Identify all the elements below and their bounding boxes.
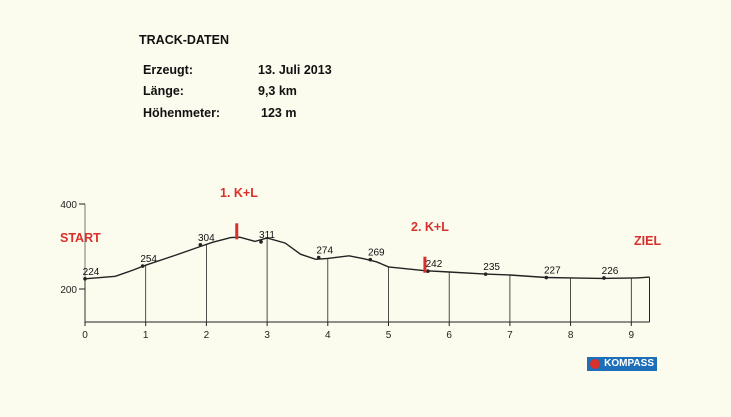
data-point-label: 226 — [602, 266, 619, 277]
x-tick-label: 3 — [264, 330, 270, 341]
length-label: Länge: — [143, 84, 184, 98]
data-point — [316, 255, 321, 260]
track-data-title: TRACK-DATEN — [139, 33, 230, 47]
data-point — [544, 275, 549, 280]
y-tick-label: 400 — [60, 200, 77, 211]
data-point-label: 224 — [83, 267, 100, 278]
x-tick-label: 2 — [204, 330, 210, 341]
length-value: 9,3 km — [258, 84, 297, 98]
created-value: 13. Juli 2013 — [258, 63, 332, 77]
data-point-label: 311 — [259, 230, 275, 241]
x-tick-label: 1 — [143, 330, 149, 341]
data-point-label: 254 — [140, 254, 157, 265]
y-tick-label: 200 — [60, 285, 77, 296]
data-point-label: 269 — [368, 248, 385, 259]
data-point-label: 235 — [483, 262, 500, 273]
data-point — [368, 257, 373, 262]
created-label: Erzeugt: — [143, 63, 193, 77]
data-point — [602, 276, 606, 280]
finish-label: ZIEL — [634, 234, 662, 248]
x-tick-label: 8 — [568, 330, 574, 341]
data-point-label: 242 — [426, 259, 443, 270]
start-label: START — [60, 231, 101, 245]
checkpoint-2-label: 2. K+L — [411, 220, 449, 234]
compass-icon — [590, 359, 600, 369]
x-tick-label: 5 — [386, 330, 392, 341]
data-point — [483, 272, 488, 276]
checkpoint-1-label: 1. K+L — [220, 186, 258, 200]
x-tick-label: 0 — [82, 330, 88, 341]
data-point-label: 227 — [544, 266, 561, 277]
data-point — [140, 264, 145, 268]
data-point-label: 274 — [316, 246, 333, 257]
data-point — [259, 240, 263, 244]
data-point — [198, 243, 203, 247]
x-tick-label: 7 — [507, 330, 513, 341]
elevation-line — [84, 236, 650, 280]
elevation-gain-label: Höhenmeter: — [143, 106, 221, 120]
x-tick-label: 9 — [629, 330, 635, 341]
data-point — [426, 269, 430, 273]
elevation-gain-value: 123 m — [261, 106, 297, 120]
x-tick-label: 4 — [325, 330, 331, 341]
x-tick-label: 6 — [446, 330, 452, 341]
kompass-logo: KOMPASS — [587, 357, 657, 371]
brand-name: KOMPASS — [604, 358, 654, 369]
data-point-label: 304 — [198, 233, 215, 244]
data-point — [83, 277, 87, 281]
